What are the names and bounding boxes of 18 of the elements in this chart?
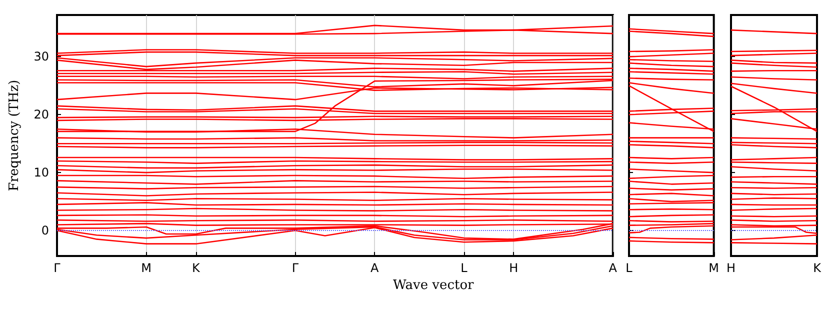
x-tick-label: H xyxy=(726,261,736,275)
x-axis-title: Wave vector xyxy=(393,278,475,293)
x-tick-label: L xyxy=(460,261,468,275)
x-tick-label: M xyxy=(141,261,152,275)
x-tick-label: M xyxy=(708,261,720,275)
y-tick-label: 20 xyxy=(34,108,49,122)
y-tick-label: 10 xyxy=(34,166,49,180)
x-tick-label: K xyxy=(813,261,822,275)
x-tick-label: Γ xyxy=(54,261,61,275)
y-axis-title: Frequency (THz) xyxy=(7,80,22,192)
x-tick-label: A xyxy=(370,261,380,275)
x-tick-label: Γ xyxy=(292,261,299,275)
x-tick-label: K xyxy=(192,261,202,275)
x-tick-label: A xyxy=(608,261,618,275)
x-tick-label: L xyxy=(626,261,633,275)
x-tick-label: H xyxy=(509,261,518,275)
y-tick-label: 0 xyxy=(41,224,49,238)
y-tick-label: 30 xyxy=(34,50,49,64)
